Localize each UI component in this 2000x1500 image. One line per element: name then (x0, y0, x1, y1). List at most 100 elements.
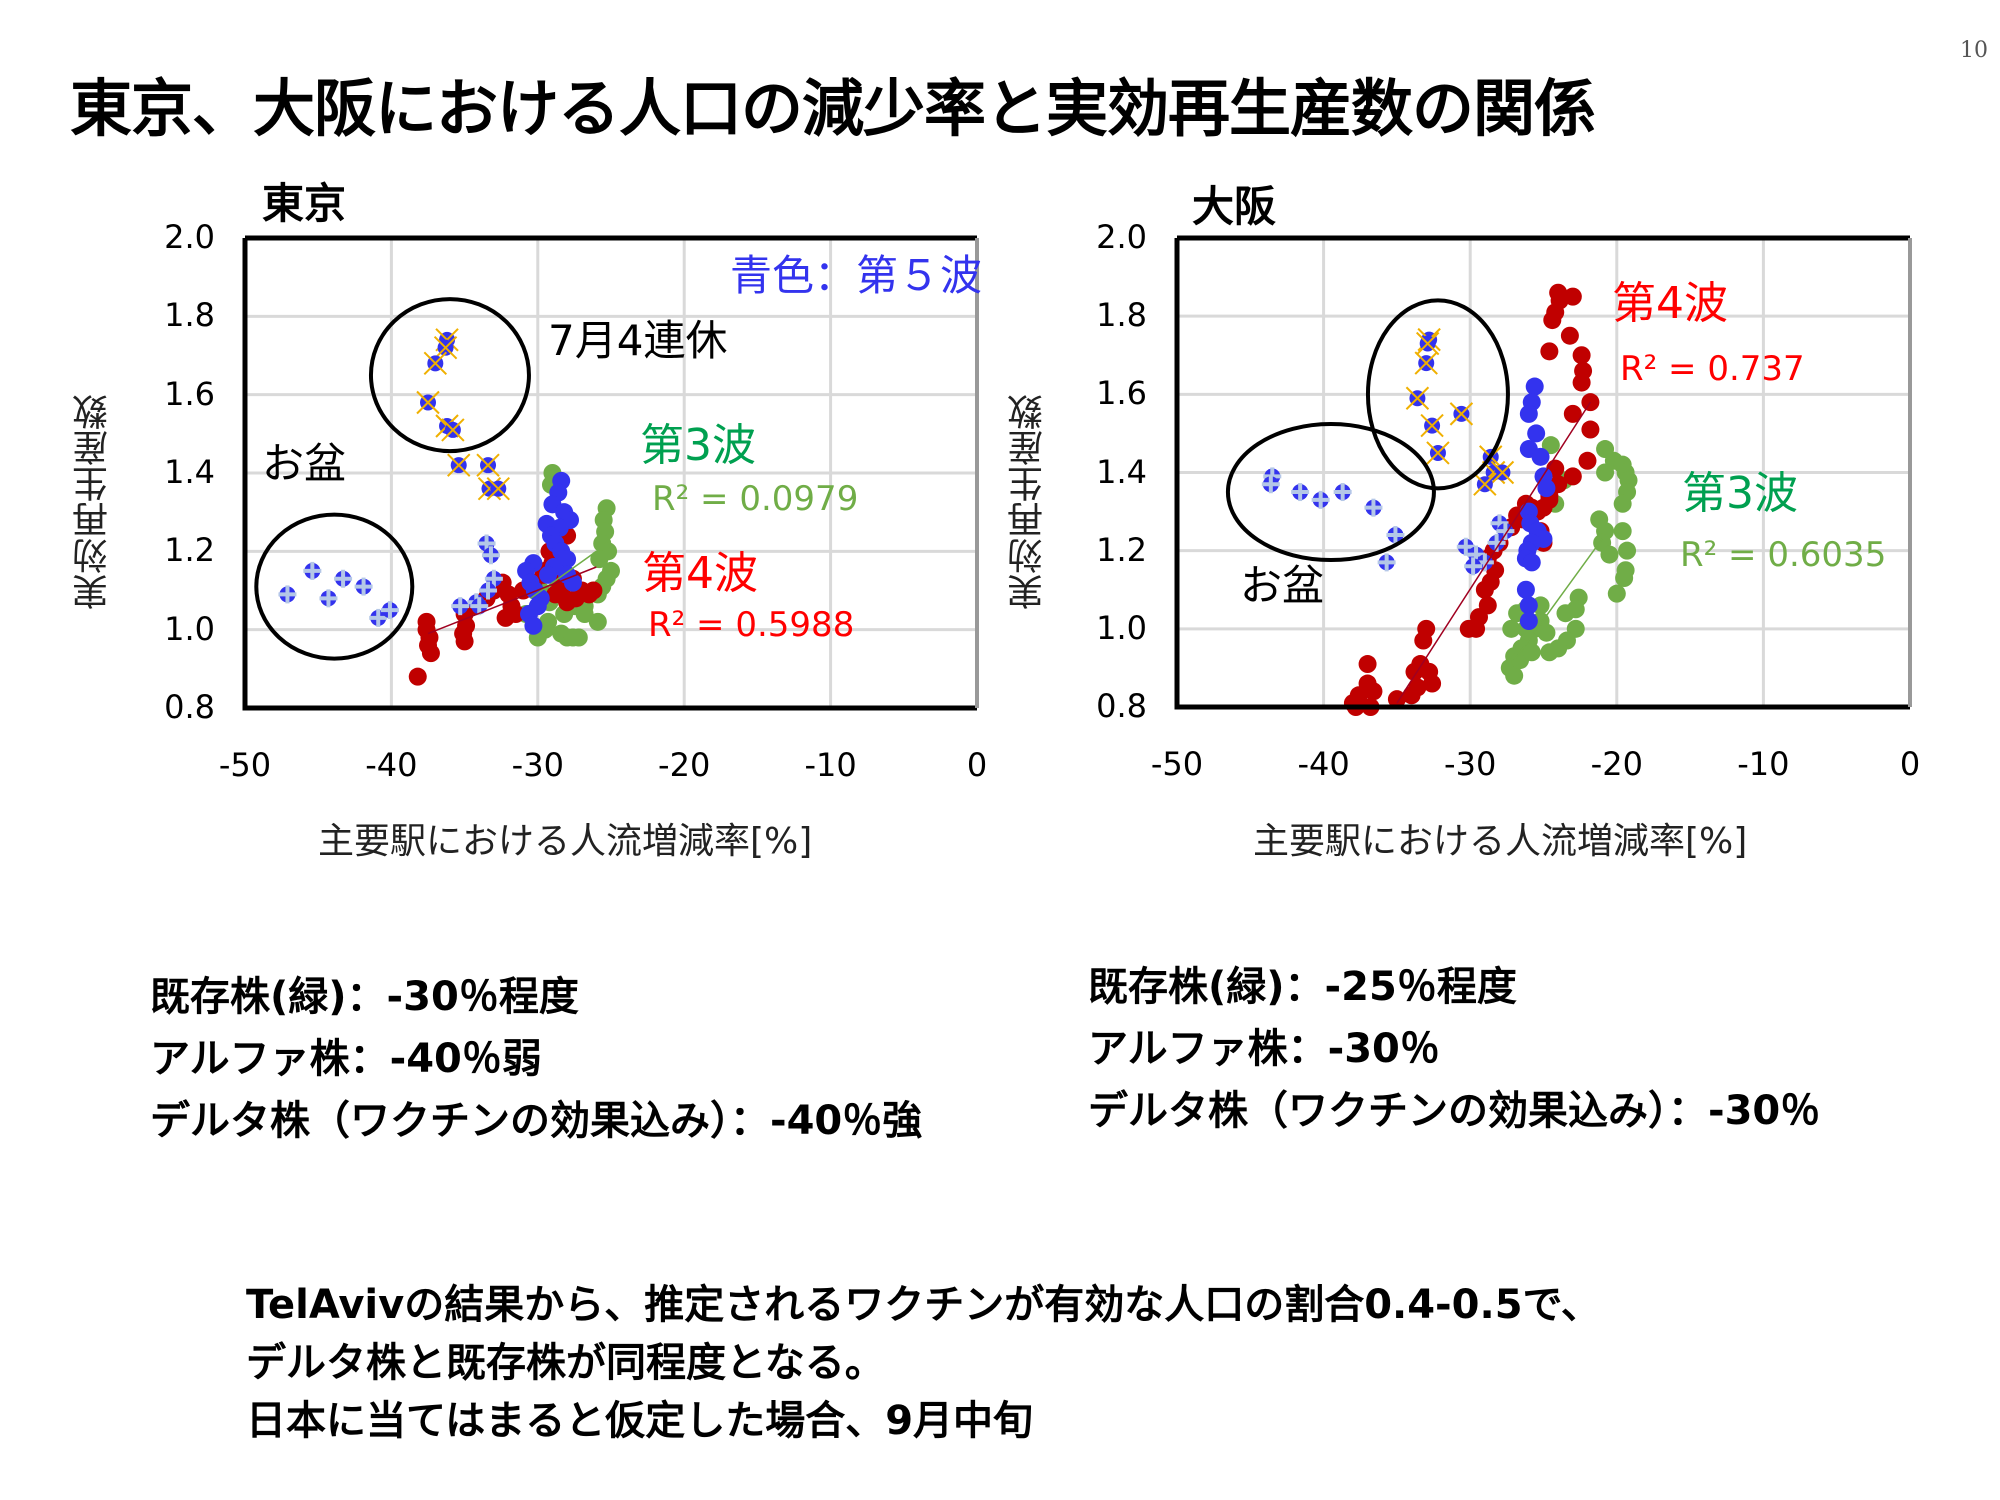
y-tick-label: 1.2 (164, 531, 215, 570)
y-tick-label: 0.8 (1096, 687, 1147, 725)
data-point (1613, 494, 1632, 513)
data-point (1563, 287, 1582, 306)
series-第5波 (517, 471, 582, 635)
osaka-note-existing: 既存株(緑)：-25％程度 (1088, 964, 1517, 1010)
data-point (1387, 690, 1406, 709)
data-point (1502, 619, 1521, 638)
y-tick-label: 1.0 (164, 609, 215, 648)
wave4-label: 第4波 (1612, 278, 1728, 329)
series-第5波 (7月4連休) (1405, 327, 1515, 496)
data-point-cross (433, 335, 458, 360)
data-point (1556, 604, 1575, 623)
data-point (558, 550, 577, 569)
data-point (575, 605, 594, 623)
data-point (1527, 424, 1546, 443)
data-point (563, 628, 582, 647)
data-point (496, 608, 515, 627)
data-point (1600, 545, 1619, 564)
obon-circle (1225, 422, 1436, 563)
wave4-label: 第4波 (642, 548, 758, 599)
series-第5波 (1516, 377, 1556, 631)
tokyo-chart-title: 東京 (262, 179, 347, 228)
y-tick-label: 2.0 (164, 218, 215, 256)
data-point (1525, 377, 1544, 396)
osaka-notes: 既存株(緑)：-25％程度 アルファ株：-30％ デルタ株（ワクチンの効果込み）… (1088, 956, 1820, 1142)
data-point-cross (1473, 472, 1497, 496)
data-point (1405, 662, 1424, 681)
wave3-label: 第3波 (640, 420, 756, 471)
data-point-cross (423, 351, 448, 376)
osaka-x-axis-title: 主要駅における人流増減率[%] (1253, 821, 1748, 862)
data-point (1613, 522, 1632, 541)
data-point (1358, 655, 1377, 674)
tokyo-note-existing: 既存株(緑)：-30％程度 (150, 974, 579, 1020)
x-tick-label: -40 (365, 746, 418, 784)
trendline-第4波 (427, 566, 597, 635)
y-tick-label: 1.2 (1096, 530, 1147, 569)
data-point (1516, 580, 1535, 599)
data-point (558, 593, 577, 612)
x-tick-label: -10 (804, 746, 857, 784)
data-point (421, 644, 440, 663)
data-point-cross (1405, 386, 1430, 410)
data-point (1581, 420, 1600, 439)
wave3-label: 第3波 (1682, 468, 1798, 519)
x-tick-label: -30 (1444, 745, 1497, 783)
x-tick-label: -20 (658, 746, 711, 784)
data-point (1475, 580, 1494, 599)
wave5-note: 青色：第５波 (730, 251, 982, 300)
data-point (408, 667, 427, 686)
trendline-第4波 (1396, 401, 1592, 704)
data-point-cross (476, 453, 500, 477)
data-point (1423, 674, 1442, 693)
slide-title: 東京、大阪における人口の減少率と実効再生産数の関係 (70, 72, 1596, 145)
series-第5波 (お盆) (278, 534, 503, 627)
data-point-cross (1490, 460, 1515, 485)
data-point-cross (486, 476, 510, 501)
data-point (1519, 596, 1538, 615)
wave3-r2: R² = 0.0979 (652, 479, 858, 519)
data-point (1563, 467, 1582, 486)
x-tick-label: 0 (1899, 745, 1921, 783)
x-tick-label: -10 (1737, 745, 1790, 783)
x-tick-label: -40 (1297, 745, 1350, 783)
y-tick-label: 1.0 (1096, 608, 1147, 647)
data-point (1402, 686, 1421, 705)
y-tick-label: 1.6 (1096, 374, 1147, 413)
x-tick-label: -50 (218, 746, 272, 784)
trendline-第3波 (530, 550, 597, 599)
data-point (1572, 346, 1591, 365)
y-tick-label: 0.8 (164, 688, 215, 726)
y-tick-label: 1.8 (164, 296, 215, 335)
wave4-r2: R² = 0.5988 (648, 605, 854, 645)
holiday-july-circle (1365, 298, 1510, 491)
data-point (590, 550, 609, 569)
data-point (1537, 623, 1556, 642)
conclusion-block: TelAvivの結果から、推定されるワクチンが有効な人口の割合0.4-0.5で、… (246, 1276, 1601, 1450)
data-point (1505, 666, 1524, 685)
series-第5波 (7月4連休) (416, 328, 510, 501)
data-point (1560, 326, 1579, 345)
wave4-r2: R² = 0.737 (1620, 349, 1805, 389)
obon-circle (254, 512, 415, 661)
osaka-scatter-chart: 第4波 R² = 0.737 第3波 R² = 0.6035 お盆 (1174, 235, 1912, 716)
y-tick-label: 1.4 (1096, 452, 1147, 491)
data-point (1459, 619, 1478, 638)
data-point (1519, 612, 1538, 631)
conclusion-line-1: TelAvivの結果から、推定されるワクチンが有効な人口の割合0.4-0.5で、 (246, 1282, 1601, 1328)
data-point (1540, 342, 1559, 361)
holiday-july-label: 7月4連休 (548, 316, 727, 365)
osaka-chart-title: 大阪 (1192, 182, 1277, 231)
data-point (1563, 404, 1582, 423)
data-point-cross (416, 390, 440, 415)
data-point-cross (441, 418, 465, 442)
series-第5波 (お盆) (1261, 467, 1515, 576)
obon-label: お盆 (1240, 561, 1324, 610)
data-point (1537, 479, 1556, 498)
data-point-cross (1415, 331, 1440, 356)
data-point (1540, 643, 1559, 662)
data-point (1414, 631, 1433, 650)
tokyo-x-axis-title: 主要駅における人流増減率[%] (318, 821, 813, 862)
data-point-cross (1414, 351, 1438, 375)
